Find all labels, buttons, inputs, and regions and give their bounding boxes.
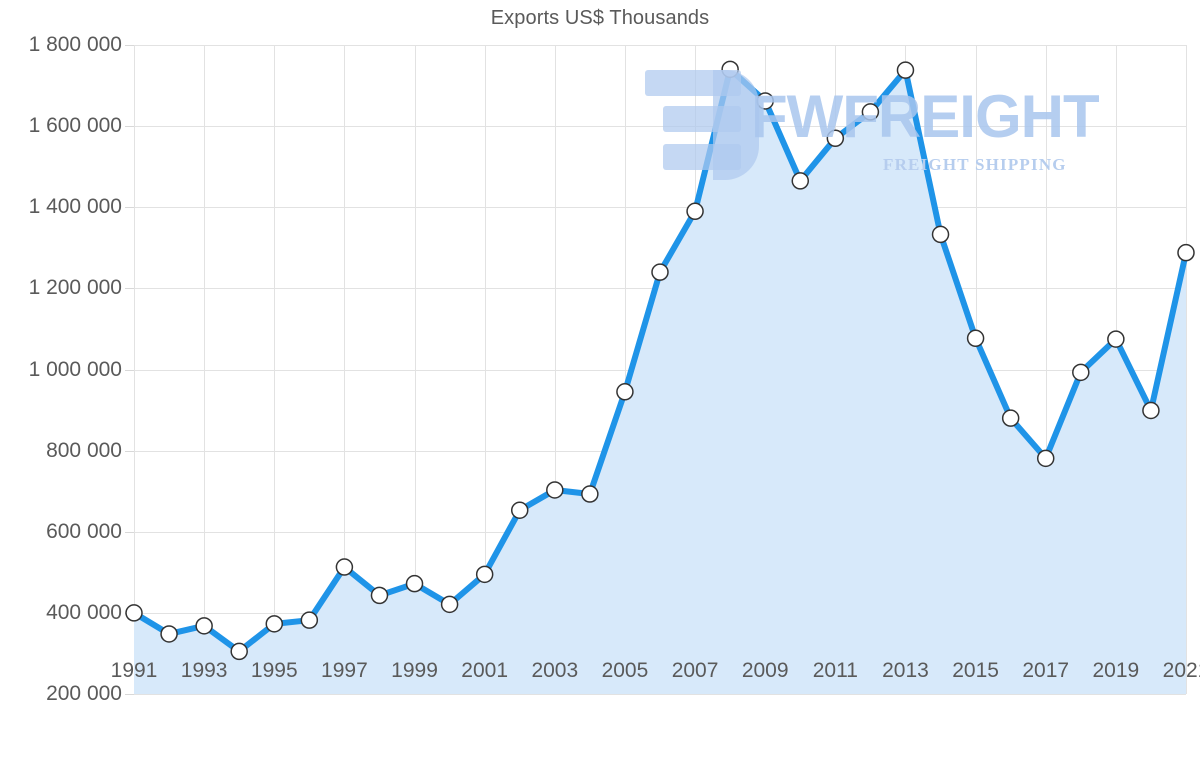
x-axis-tick-label: 1999 [391,659,438,682]
gridline-vertical [204,45,206,694]
x-axis-tick-label: 2005 [601,659,649,682]
gridline-horizontal [134,45,1186,46]
data-point-marker[interactable] [721,60,739,79]
y-axis-tick-mark [125,45,134,46]
data-point-marker[interactable] [546,481,564,499]
data-point-marker[interactable] [195,617,213,635]
y-axis-tick-mark [125,369,134,371]
data-point-marker[interactable] [1142,401,1160,420]
gridline-vertical [484,45,486,694]
gridline-vertical [554,45,556,694]
y-axis-tick-mark [125,531,134,533]
chart-title: Exports US$ Thousands [490,7,710,29]
data-point-marker[interactable] [510,501,529,519]
gridline-horizontal [134,126,1186,128]
x-axis-tick-label: 2015 [952,659,999,682]
data-point-marker[interactable] [791,172,810,190]
data-point-marker[interactable] [1107,330,1125,348]
y-axis-tick-mark [125,450,134,452]
gridline-vertical [1186,45,1187,694]
x-axis-tick-label: 2011 [812,659,858,682]
data-point-marker[interactable] [405,574,424,593]
data-point-marker[interactable] [370,586,389,605]
x-axis-tick-label: 1991 [110,659,158,682]
y-axis-tick-mark [125,288,134,290]
y-axis-tick-mark [125,694,134,695]
gridline-vertical [274,45,276,694]
data-point-marker[interactable] [861,103,880,121]
gridline-vertical [134,45,135,694]
y-axis-tick-label: 1 200 000 [28,276,122,300]
area-fill [134,69,1186,695]
data-point-marker[interactable] [616,383,634,401]
gridline-horizontal [134,694,1186,695]
gridline-vertical [414,45,416,694]
data-point-marker[interactable] [651,263,669,281]
data-point-marker[interactable] [1177,243,1195,262]
y-axis-tick-mark [125,126,134,128]
y-axis-tick-label: 1 800 000 [28,33,122,56]
x-axis-tick-label: 2017 [1022,659,1070,682]
gridline-vertical [1045,45,1047,694]
x-axis-tick-label: 2021 [1162,659,1200,682]
data-point-marker[interactable] [1072,363,1090,382]
x-axis-tick-label: 2001 [461,659,509,682]
y-axis-tick-label: 1 400 000 [28,195,122,219]
data-point-marker[interactable] [581,485,599,503]
y-axis-tick-label: 200 000 [46,682,122,705]
data-point-marker[interactable] [826,129,845,148]
gridline-vertical [624,45,626,694]
data-point-marker[interactable] [1001,409,1020,427]
x-axis-tick-label: 2019 [1092,659,1140,682]
data-point-marker[interactable] [300,611,319,629]
y-axis-tick-label: 1 000 000 [28,357,122,381]
data-point-marker[interactable] [475,565,494,584]
x-axis-tick-label: 1997 [321,659,368,682]
y-axis-tick-label: 800 000 [46,438,122,462]
y-axis-tick-label: 1 600 000 [28,114,122,138]
gridline-horizontal [134,207,1186,209]
data-point-marker[interactable] [440,595,459,614]
plot-area: 1 800 000 1 600 000 1 400 000 1 200 000 1 00… [29,33,1195,705]
x-axis-tick-label: 2013 [882,659,929,682]
y-axis-tick-mark [125,207,134,209]
x-axis-tick-label: 2009 [741,659,789,682]
data-point-marker[interactable] [125,604,143,622]
data-point-marker[interactable] [756,92,774,110]
y-axis-tick-labels: 1 800 000 1 600 000 1 400 000 1 200 000 1 00… [29,33,1186,705]
data-point-marker[interactable] [1036,449,1055,468]
gridline-vertical [344,45,346,694]
x-axis-tick-label: 2007 [671,659,719,682]
x-axis-tick-label: 1993 [180,659,228,682]
data-point-marker[interactable] [686,202,704,221]
data-point-marker[interactable] [335,558,354,576]
y-axis-tick-label: 600 000 [46,519,122,543]
data-point-marker[interactable] [160,625,178,643]
data-point-marker[interactable] [265,615,284,633]
data-point-marker[interactable] [966,329,985,348]
x-axis-tick-label: 1995 [250,659,298,682]
x-axis-tick-label: 2003 [531,659,579,682]
data-point-marker[interactable] [230,642,248,661]
y-axis-tick-label: 400 000 [46,600,122,624]
data-point-marker[interactable] [896,61,915,79]
data-point-marker[interactable] [931,225,950,244]
exports-series [125,60,1195,695]
